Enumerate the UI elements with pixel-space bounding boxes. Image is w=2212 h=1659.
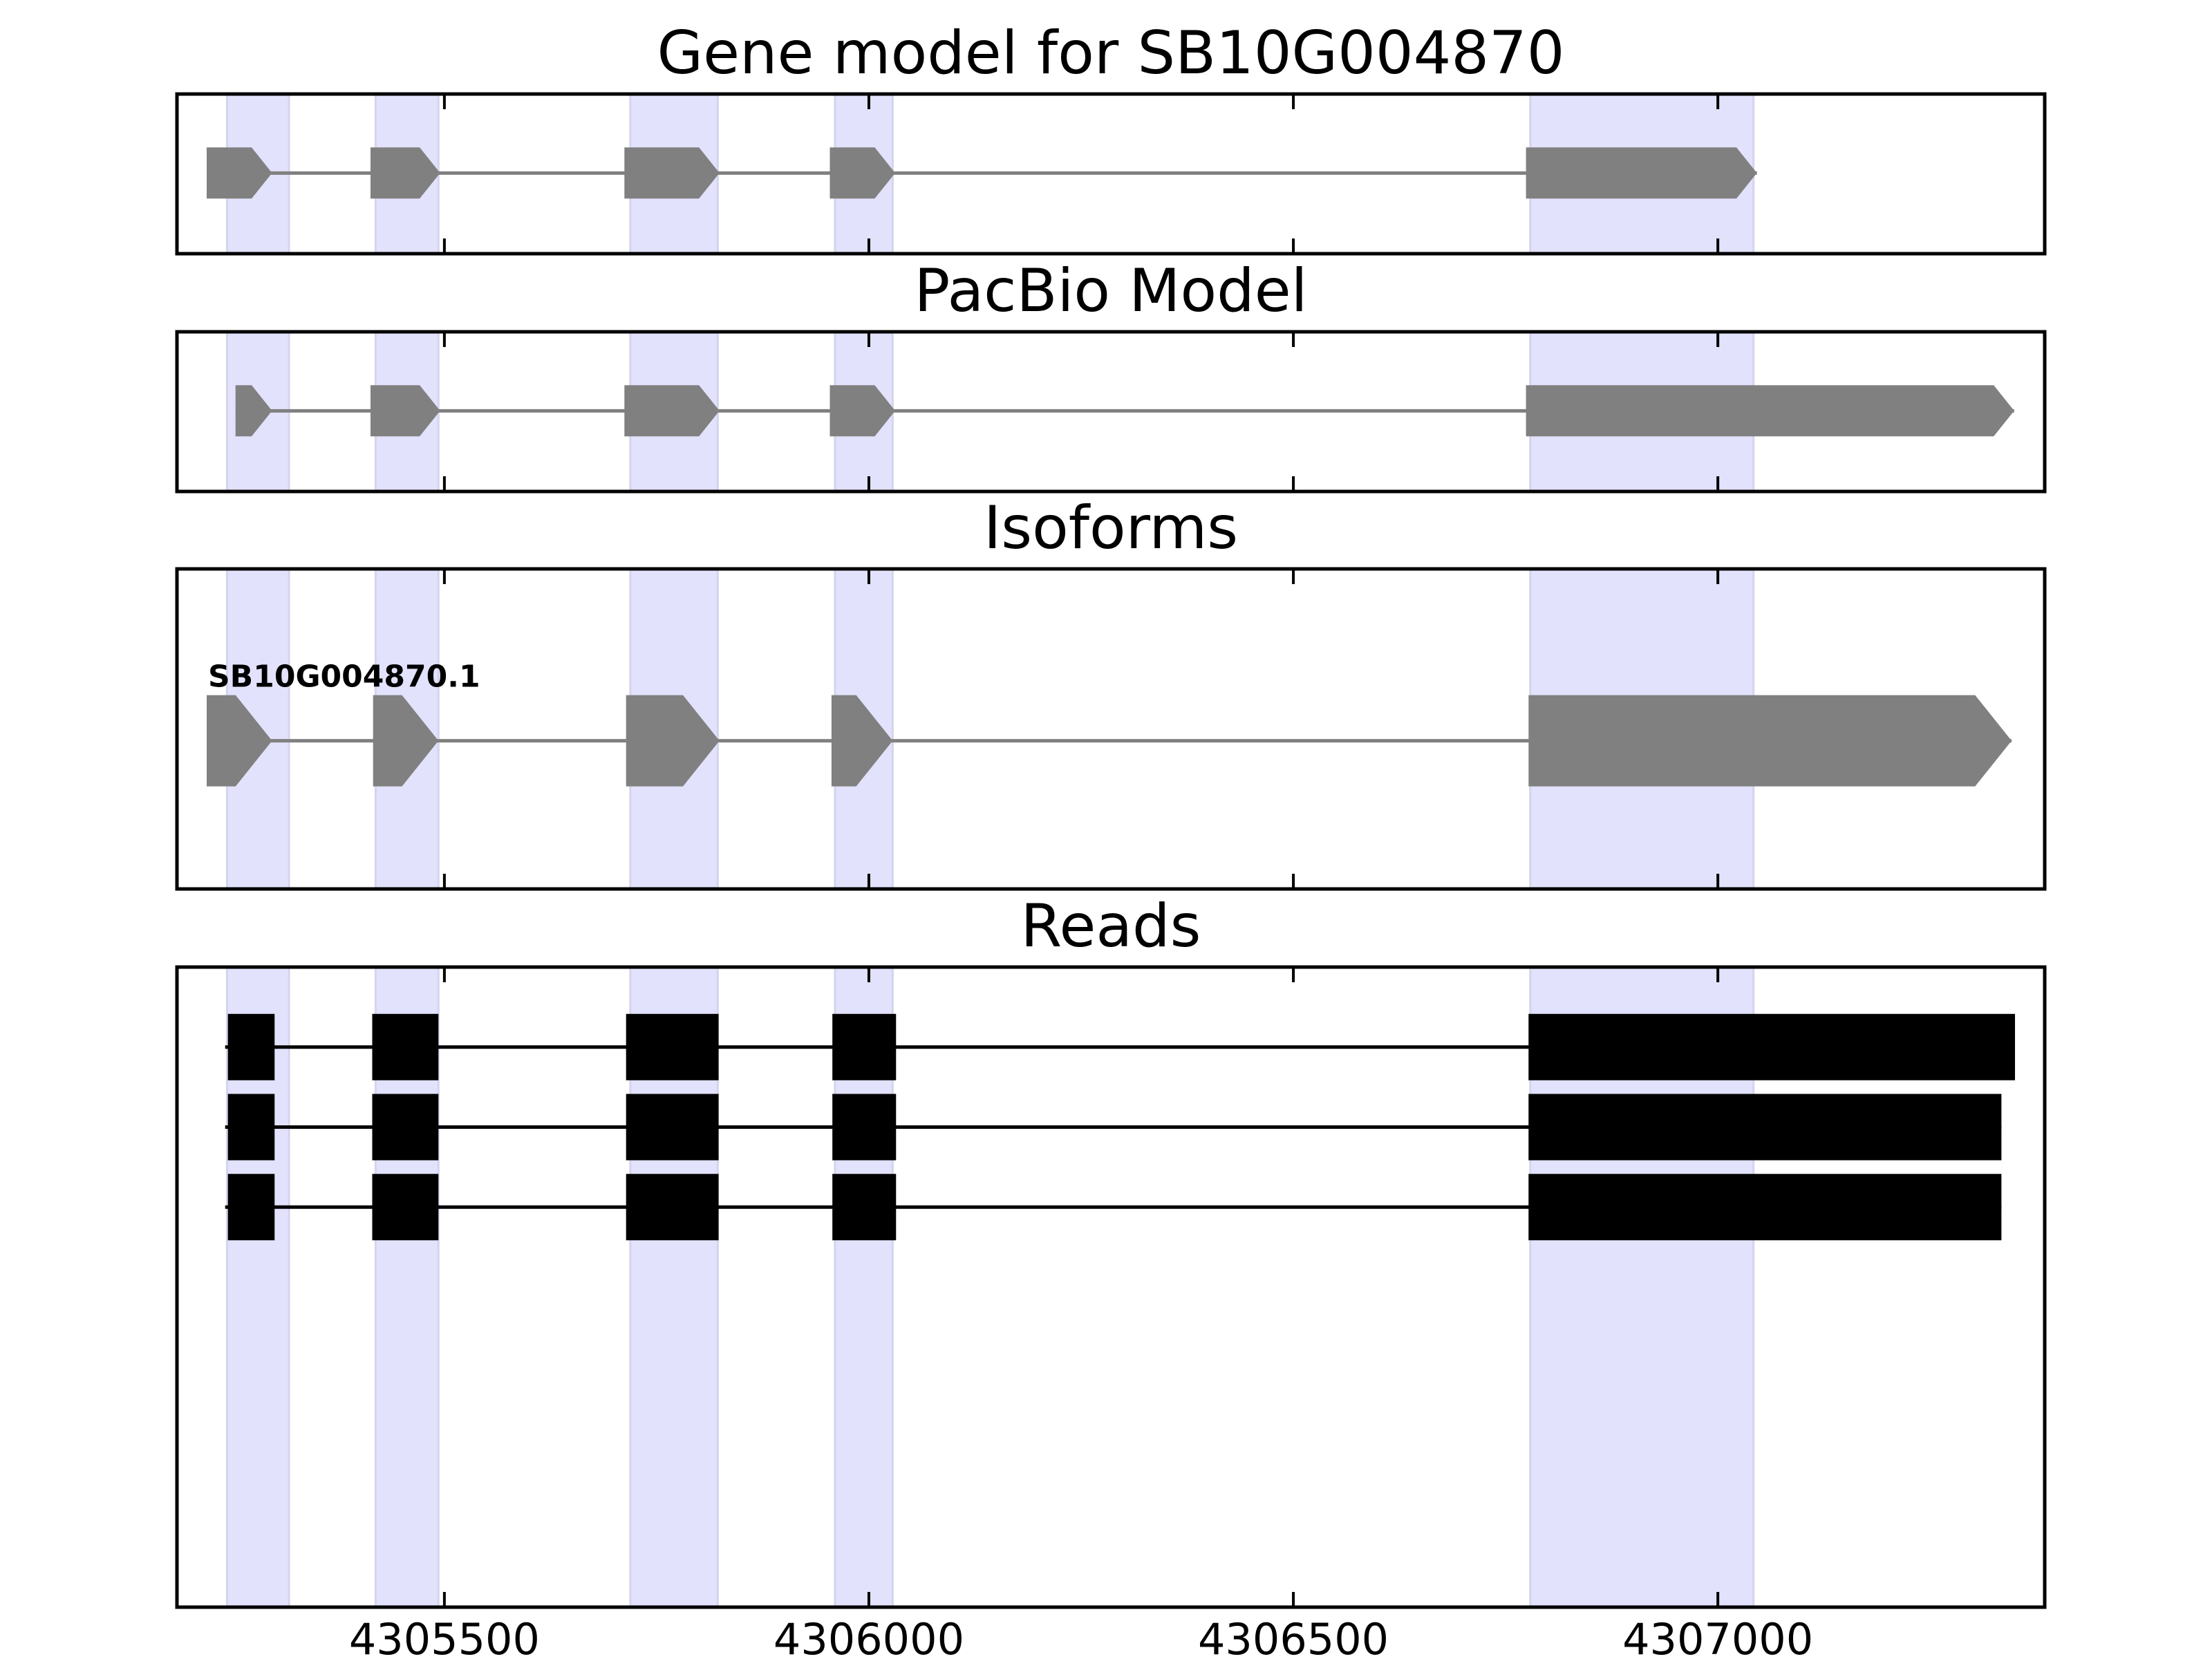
x-tick-label: 4306500 [1198,1614,1389,1659]
read-block [1528,1013,2016,1080]
exon [830,385,895,437]
read-block [227,1174,275,1241]
panel-title: PacBio Model [914,256,1307,326]
read-block [626,1013,719,1080]
read-block [832,1094,897,1161]
exon [624,385,720,437]
exon [1526,385,2014,437]
x-tick-label: 4306000 [774,1614,964,1659]
panel-title: Isoforms [984,494,1238,563]
exon [831,695,893,787]
panel-frame [175,92,2047,256]
exon [624,147,720,199]
panel-frame [175,330,2047,494]
panel-title: Gene model for SB10G004870 [657,19,1565,88]
read-block [1528,1174,2002,1241]
exon [626,695,720,787]
x-tick-label: 4305500 [349,1614,540,1659]
read-block [372,1013,439,1080]
panel-frame [175,965,2047,1609]
read-block [227,1013,275,1080]
read-block [372,1174,439,1241]
read-block [832,1013,897,1080]
read-block [1528,1094,2002,1161]
exon [830,147,895,199]
isoform-label: SB10G004870.1 [208,659,480,695]
read-block [832,1174,897,1241]
read-block [626,1174,719,1241]
exon [1528,695,2012,787]
read-block [626,1094,719,1161]
panel-4: Reads 4305500 4306000 4306500 4307000 [175,892,2047,1659]
panel-title: Reads [1021,892,1201,961]
exon [371,385,440,437]
panel-2: PacBio Model [175,256,2047,494]
exon [207,695,272,787]
exon [207,147,272,199]
panel-3: Isoforms SB10G004870.1 [175,494,2047,891]
x-tick-label: 4307000 [1622,1614,1813,1659]
read-block [227,1094,275,1161]
read-block [372,1094,439,1161]
exon [373,695,439,787]
exon [371,147,440,199]
exon [235,385,272,437]
panel-frame [175,567,2047,891]
exon [1526,147,1757,199]
panel-1: Gene model for SB10G004870 [175,19,2047,256]
